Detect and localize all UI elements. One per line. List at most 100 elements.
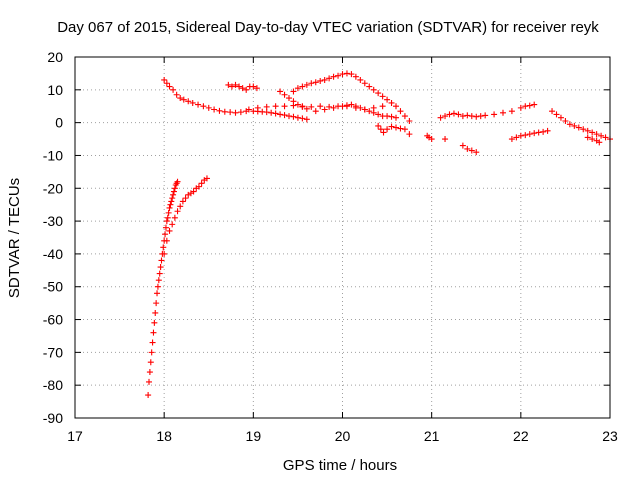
data-point (268, 109, 275, 116)
data-point (185, 98, 192, 105)
data-point (146, 378, 153, 385)
data-point (243, 86, 250, 93)
data-point (195, 183, 202, 190)
data-point (348, 71, 355, 78)
data-point (168, 198, 175, 205)
data-point (281, 112, 288, 119)
data-point (375, 90, 382, 97)
data-point (401, 126, 408, 133)
y-tick-label: 0 (55, 115, 63, 131)
data-point (303, 81, 310, 88)
data-point (228, 83, 235, 90)
data-point (375, 122, 382, 129)
data-point (379, 93, 386, 100)
data-point (156, 270, 163, 277)
data-point (263, 109, 270, 116)
data-point (245, 106, 252, 113)
data-point (352, 73, 359, 80)
data-point (312, 79, 319, 86)
data-point (330, 73, 337, 80)
data-point (286, 95, 292, 102)
data-point (163, 80, 170, 87)
series-arc-1845 (225, 81, 260, 93)
series-arc-dip (375, 122, 413, 138)
x-tick-label: 19 (246, 428, 262, 444)
data-point (166, 83, 173, 90)
data-point (180, 96, 187, 103)
data-point (464, 145, 471, 152)
data-point (253, 85, 260, 92)
data-point (166, 204, 173, 211)
data-point (397, 125, 404, 132)
grid-layer (75, 57, 610, 418)
data-point (153, 300, 160, 307)
data-point (526, 102, 533, 109)
data-point (232, 109, 239, 116)
data-point (146, 369, 153, 376)
x-tick-label: 18 (156, 428, 172, 444)
data-point (239, 85, 246, 92)
data-point (272, 103, 279, 110)
data-point (190, 188, 197, 195)
data-point (321, 106, 328, 113)
data-point (151, 319, 158, 326)
data-point (575, 124, 582, 131)
series-arc-rise-2 (161, 175, 210, 257)
data-point (154, 290, 161, 297)
data-point (348, 101, 355, 108)
data-point (468, 113, 475, 120)
data-point (589, 129, 596, 136)
data-point (299, 83, 306, 90)
data-point (237, 109, 244, 116)
y-axis-title: SDTVAR / TECUs (6, 178, 23, 298)
data-point (596, 139, 603, 146)
data-point (343, 102, 350, 109)
data-point (370, 86, 377, 93)
data-point (580, 126, 587, 133)
data-point (450, 110, 457, 117)
x-tick-label: 22 (513, 428, 529, 444)
data-point (531, 130, 538, 137)
data-point (522, 103, 529, 110)
data-point (174, 208, 181, 215)
data-point (154, 283, 161, 290)
data-point (366, 83, 373, 90)
data-point (158, 257, 165, 264)
data-point (388, 123, 395, 130)
data-point (177, 203, 184, 210)
data-point (557, 114, 564, 121)
data-point (165, 209, 172, 216)
data-point (294, 85, 301, 92)
data-point (205, 104, 212, 111)
x-tick-label: 23 (602, 428, 618, 444)
data-point (584, 134, 591, 141)
series-arc-early (161, 76, 250, 116)
data-point (312, 108, 319, 115)
data-point (162, 224, 169, 231)
data-point (531, 101, 538, 108)
data-point (294, 114, 301, 121)
series-arc-peak (290, 70, 413, 124)
data-point (517, 104, 524, 111)
data-point (150, 329, 157, 336)
data-point (169, 221, 176, 228)
data-point (299, 115, 306, 122)
x-tick-label: 20 (335, 428, 351, 444)
data-point (406, 117, 413, 124)
y-tick-label: -50 (43, 279, 63, 295)
data-point (526, 131, 533, 138)
data-point (357, 76, 364, 83)
data-point (562, 117, 569, 124)
data-point (166, 227, 173, 234)
data-point (437, 114, 444, 121)
data-point (221, 108, 228, 115)
data-point (384, 96, 391, 103)
data-point (584, 127, 591, 134)
data-point (174, 178, 181, 185)
data-point (147, 359, 154, 366)
data-point (198, 180, 205, 187)
data-point (216, 107, 223, 114)
data-point (366, 108, 373, 115)
data-point (401, 113, 408, 120)
